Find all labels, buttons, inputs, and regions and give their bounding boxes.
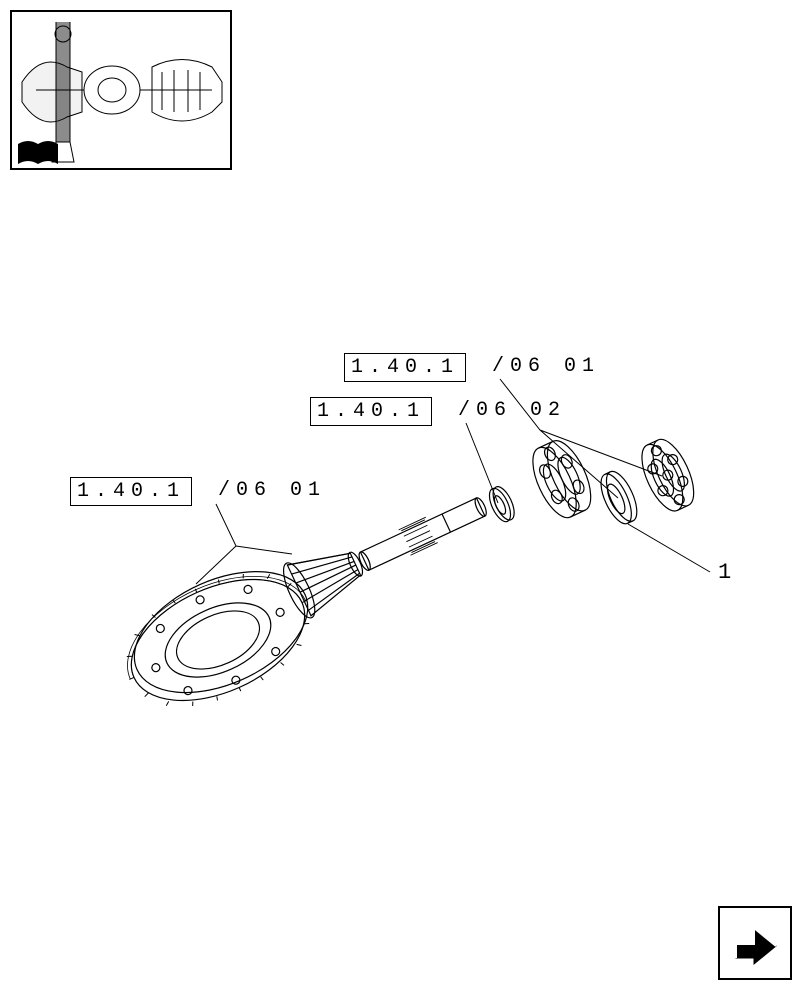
callout-ref-1-box: 1.40.1 xyxy=(344,353,466,382)
callout-ref-3-suffix: /06 01 xyxy=(218,479,326,502)
next-page-button[interactable] xyxy=(718,906,792,980)
callout-ref-2-box: 1.40.1 xyxy=(310,397,432,426)
arrow-right-up-icon xyxy=(730,918,780,968)
callout-ref-3-box: 1.40.1 xyxy=(70,477,192,506)
callout-ref-1-suffix: /06 01 xyxy=(492,355,600,378)
part-number-1: 1 xyxy=(718,560,731,585)
parts-diagram-page: 1.40.1 /06 01 1.40.1 /06 02 1.40.1 /06 0… xyxy=(0,0,812,1000)
callout-ref-2-suffix: /06 02 xyxy=(458,399,566,422)
